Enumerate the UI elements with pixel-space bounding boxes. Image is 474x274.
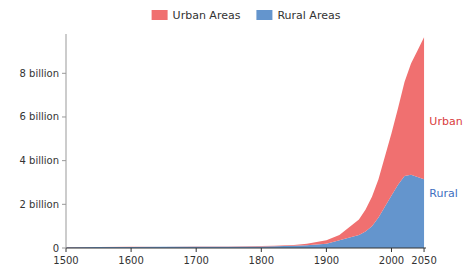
x-tick [261, 248, 262, 252]
x-axis-line [66, 248, 426, 249]
y-tick-label: 2 billion [20, 199, 59, 210]
area [66, 37, 424, 247]
y-tick [62, 204, 66, 205]
y-tick [62, 248, 66, 249]
y-tick [62, 116, 66, 117]
x-tick [424, 248, 425, 252]
annotation: Rural [429, 187, 457, 200]
y-tick [62, 160, 66, 161]
y-tick-label: 4 billion [20, 155, 59, 166]
chart: 1500 1600 1700 1800 1900 2000 2050 0 2 billion 4 … [0, 0, 474, 274]
x-tick-label: 1800 [249, 255, 274, 266]
y-axis-line [66, 34, 67, 248]
x-tick-label: 1600 [118, 255, 143, 266]
y-tick-label: 0 [53, 243, 59, 254]
legend-label: Rural Areas [277, 9, 340, 22]
legend-swatch [256, 10, 272, 20]
legend: Urban Areas Rural Areas [152, 9, 341, 22]
x-tick [391, 248, 392, 252]
x-tick [196, 248, 197, 252]
x-tick [66, 248, 67, 252]
x-tick-label: 2000 [379, 255, 404, 266]
x-tick [326, 248, 327, 252]
areas [66, 37, 424, 248]
x-tick-label: 2050 [411, 255, 436, 266]
annotation: Urban [429, 115, 462, 128]
x-tick [131, 248, 132, 252]
x-tick-label: 1900 [314, 255, 339, 266]
y-tick [62, 73, 66, 74]
legend-label: Urban Areas [173, 9, 241, 22]
x-tick-label: 1700 [183, 255, 208, 266]
legend-swatch [152, 10, 168, 20]
y-tick-label: 8 billion [20, 68, 59, 79]
y-tick-label: 6 billion [20, 111, 59, 122]
x-tick-label: 1500 [53, 255, 78, 266]
